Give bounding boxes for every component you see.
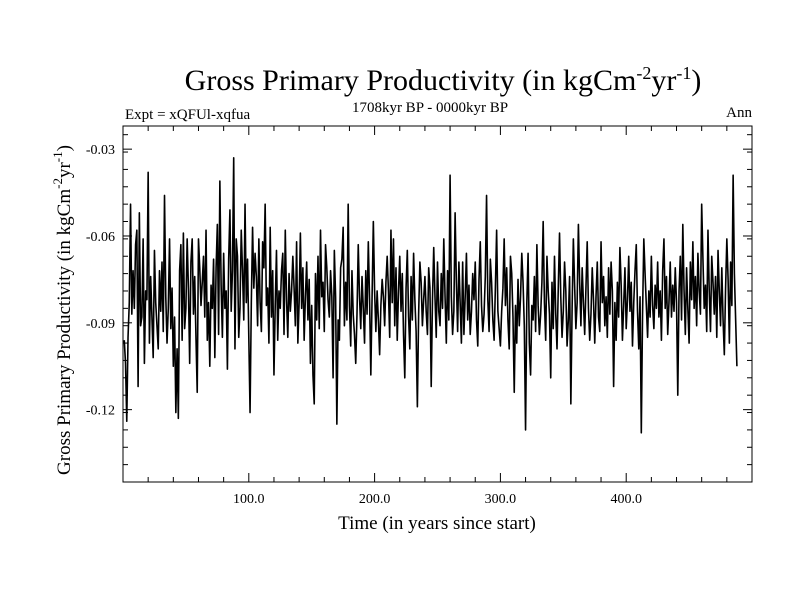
experiment-label: Expt = xQFUl-xqfua	[125, 107, 250, 123]
period-label: 1708kyr BP - 0000kyr BP	[352, 100, 508, 116]
x-tick-label: 100.0	[233, 492, 265, 507]
x-tick-labels: 100.0 200.0 300.0 400.0	[233, 492, 642, 507]
x-tick-label: 300.0	[485, 492, 517, 507]
y-tick-label: -0.12	[86, 404, 115, 419]
series-line-gpp	[123, 157, 738, 434]
x-axis-title: Time (in years since start)	[338, 513, 536, 534]
y-tick-label: -0.03	[86, 143, 115, 158]
x-tick-label: 400.0	[610, 492, 642, 507]
y-tick-labels: -0.03 -0.06 -0.09 -0.12	[86, 143, 115, 418]
y-tick-label: -0.06	[86, 230, 115, 245]
y-axis-title: Gross Primary Productivity (in kgCm-2yr-…	[50, 145, 75, 475]
chart-title: Gross Primary Productivity (in kgCm-2yr-…	[185, 63, 702, 97]
plot-frame	[122, 125, 753, 483]
y-tick-label: -0.09	[86, 317, 115, 332]
x-tick-label: 200.0	[359, 492, 391, 507]
season-label: Ann	[726, 105, 752, 121]
